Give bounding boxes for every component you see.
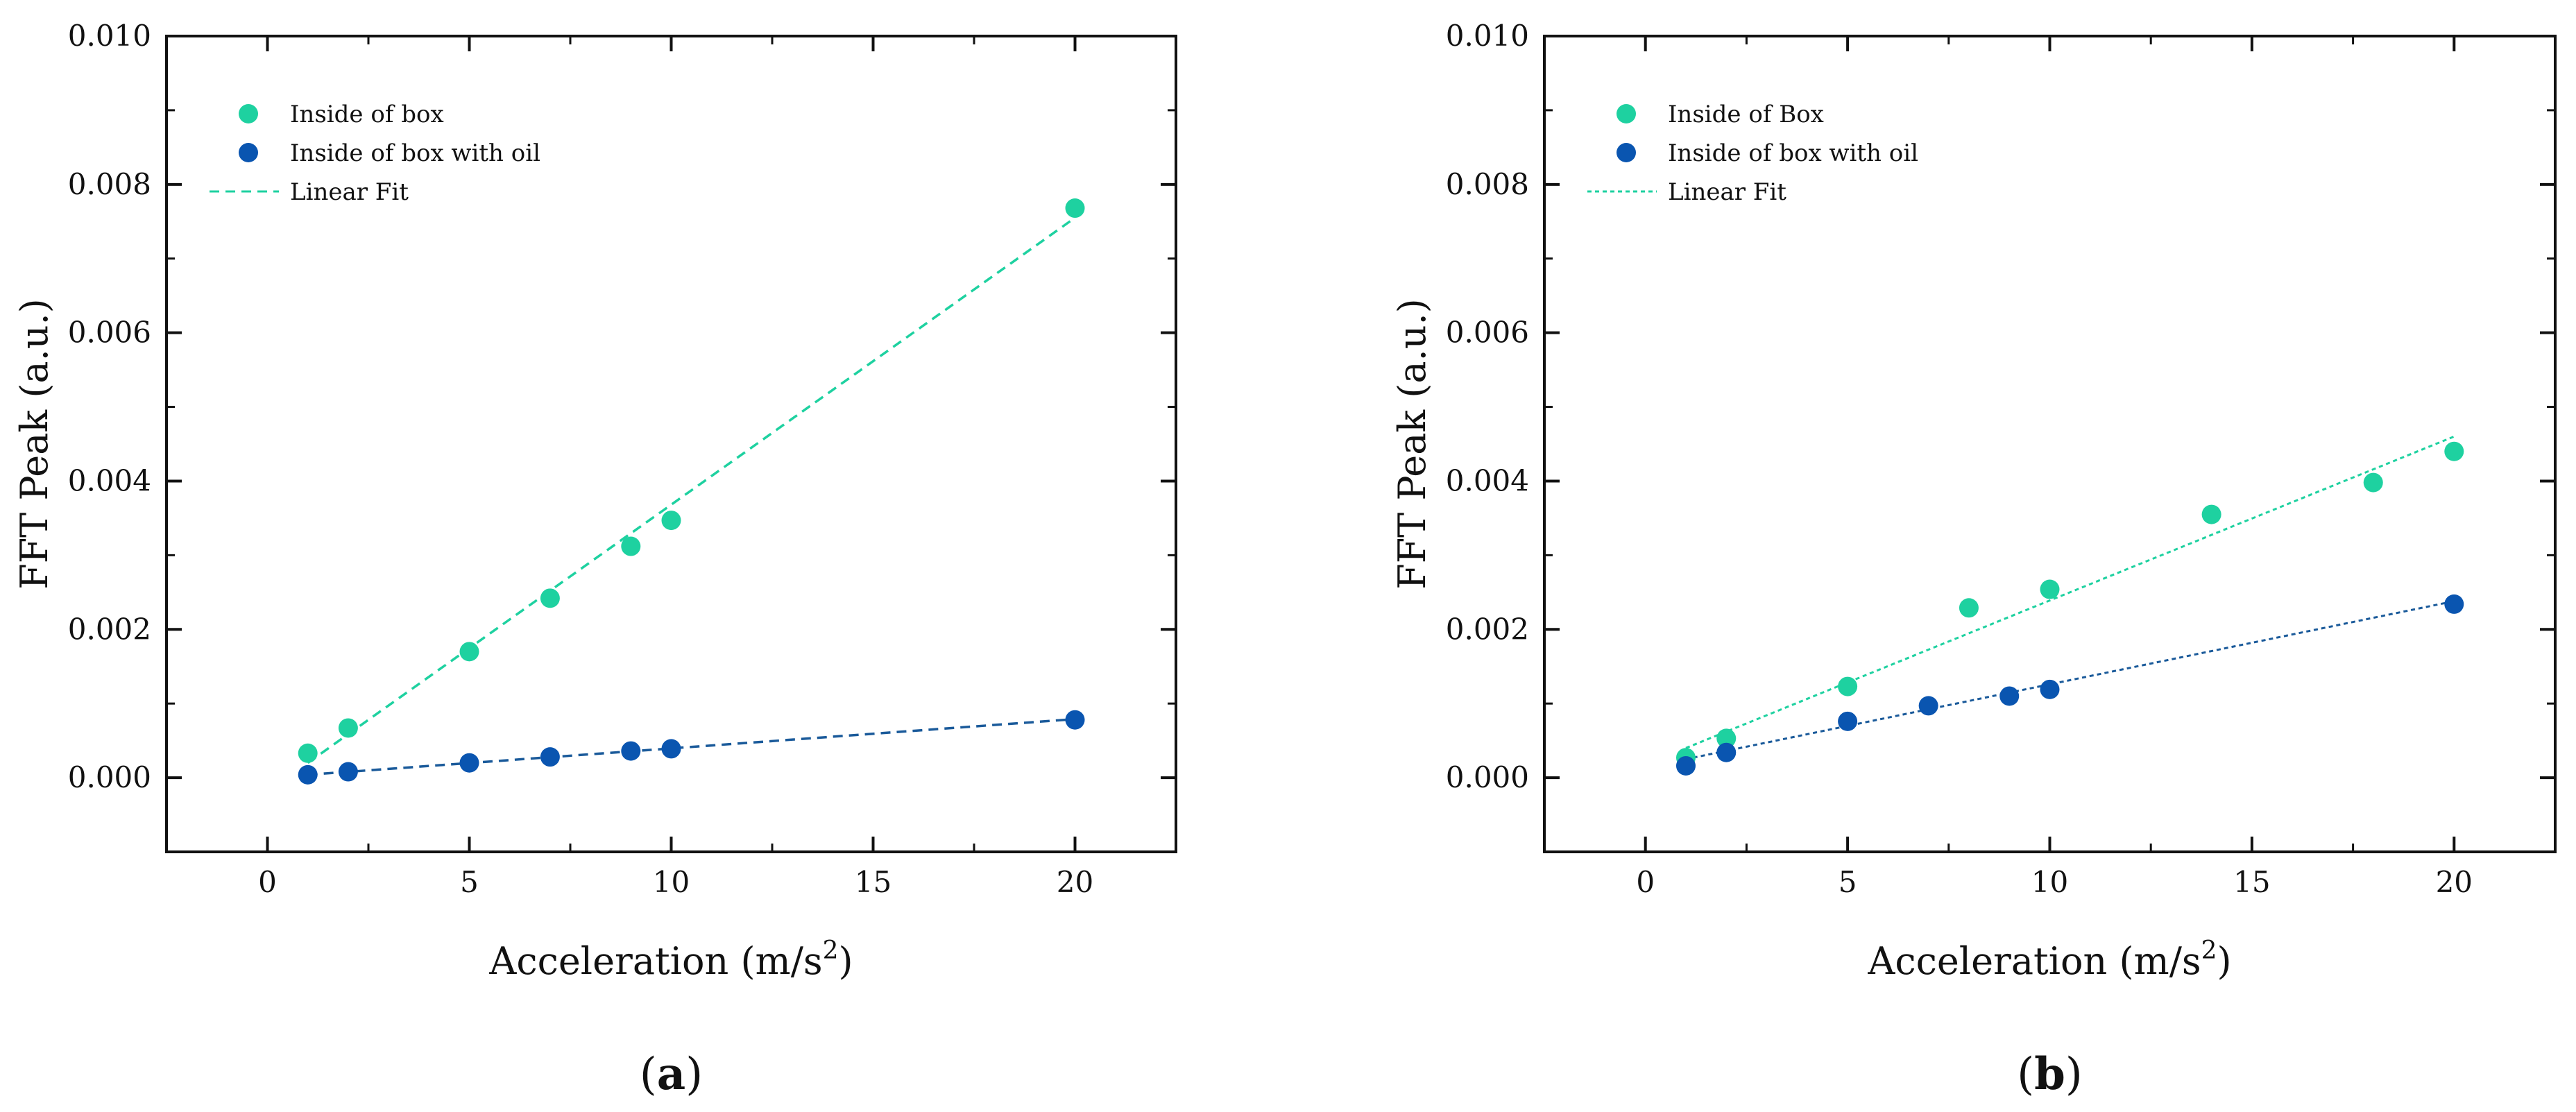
legend-marker-series-0 xyxy=(1617,104,1636,123)
data-point-series-1 xyxy=(1716,742,1737,762)
data-point-series-0 xyxy=(2201,504,2221,524)
data-point-series-1 xyxy=(1999,686,2020,706)
y-axis-title: FFT Peak (a.u.) xyxy=(1390,298,1434,590)
y-tick-label: 0.006 xyxy=(1446,316,1529,350)
legend-marker-series-0 xyxy=(239,104,258,123)
data-point-series-0 xyxy=(621,536,641,556)
legend-label: Linear Fit xyxy=(290,178,409,206)
x-tick-label: 5 xyxy=(460,865,479,899)
panel-label-close: ) xyxy=(2065,1049,2083,1100)
chart-panel-b: 0 5 10 15 20 0.000 0.002 0.004 0.006 0.008 0.010 FF… xyxy=(1390,19,2557,1100)
data-point-series-0 xyxy=(338,718,358,738)
data-point-series-0 xyxy=(2444,441,2464,461)
x-tick-label: 5 xyxy=(1839,865,1857,899)
panel-label-letter: b xyxy=(2034,1048,2065,1100)
x-tick-label: 20 xyxy=(2436,865,2473,899)
panel-label: (b) xyxy=(2017,1048,2083,1100)
data-point-series-0 xyxy=(540,588,560,608)
y-tick-label: 0.002 xyxy=(1446,612,1529,646)
data-point-series-1 xyxy=(1838,711,1858,731)
legend-label: Linear Fit xyxy=(1668,178,1786,206)
data-point-series-1 xyxy=(298,764,318,785)
x-axis-title-sup: 2 xyxy=(2201,936,2217,965)
fit-line-0 xyxy=(307,216,1076,764)
x-tick-label: 20 xyxy=(1057,865,1093,899)
x-axis-title: Acceleration (m/s2) xyxy=(1867,936,2231,983)
legend-label: Inside of box xyxy=(290,101,444,128)
data-point-series-0 xyxy=(1716,728,1737,749)
x-tick-label: 15 xyxy=(855,865,892,899)
data-point-series-1 xyxy=(2444,594,2464,614)
y-tick-label: 0.004 xyxy=(68,463,151,497)
panel-label-letter: a xyxy=(657,1048,685,1100)
fit-line-1 xyxy=(1685,600,2455,760)
x-tick-label: 0 xyxy=(258,865,277,899)
panel-label: (a) xyxy=(640,1048,703,1100)
data-point-series-1 xyxy=(661,739,681,759)
legend-label: Inside of box with oil xyxy=(290,139,540,167)
y-tick-label: 0.008 xyxy=(68,167,151,201)
data-point-series-0 xyxy=(1065,198,1085,219)
data-point-series-1 xyxy=(459,753,479,773)
panel-label-close: ) xyxy=(685,1049,703,1100)
data-point-series-0 xyxy=(661,511,681,531)
x-axis-title-sup: 2 xyxy=(823,936,839,965)
x-axis-title-main: Acceleration (m/s xyxy=(1867,939,2201,983)
x-axis-title-end: ) xyxy=(2217,939,2232,983)
data-point-series-0 xyxy=(459,642,479,662)
data-point-series-1 xyxy=(1675,755,1696,776)
panel-label-open: ( xyxy=(2017,1049,2034,1100)
x-tick-label: 10 xyxy=(2031,865,2068,899)
y-tick-label: 0.006 xyxy=(68,316,151,350)
panel-label-open: ( xyxy=(640,1049,657,1100)
data-point-series-1 xyxy=(1065,710,1085,730)
data-point-series-1 xyxy=(338,762,358,782)
fit-line-1 xyxy=(307,717,1075,776)
data-point-series-0 xyxy=(2040,579,2060,599)
y-tick-label: 0.010 xyxy=(68,19,151,53)
data-point-series-1 xyxy=(1918,696,1938,716)
legend-marker-series-1 xyxy=(1617,143,1636,162)
x-axis-title-main: Acceleration (m/s xyxy=(488,939,822,983)
legend-label: Inside of Box xyxy=(1668,101,1824,128)
data-point-series-1 xyxy=(2040,679,2060,699)
y-tick-label: 0.002 xyxy=(68,612,151,646)
x-axis-title: Acceleration (m/s2) xyxy=(488,936,853,983)
data-point-series-0 xyxy=(298,743,318,763)
x-tick-label: 10 xyxy=(653,865,690,899)
x-tick-label: 0 xyxy=(1636,865,1655,899)
chart-panel-a: 0 5 10 15 20 0.000 0.002 0.004 0.006 0.008 0.010 FF… xyxy=(12,19,1177,1100)
legend-label: Inside of box with oil xyxy=(1668,139,1918,167)
data-point-series-0 xyxy=(1838,676,1858,696)
fit-line-0 xyxy=(1685,435,2455,749)
y-tick-label: 0.010 xyxy=(1446,19,1529,53)
data-point-series-0 xyxy=(2363,472,2383,493)
y-tick-label: 0.008 xyxy=(1446,167,1529,201)
y-tick-label: 0.000 xyxy=(1446,760,1529,794)
y-tick-label: 0.004 xyxy=(1446,463,1529,497)
data-point-series-1 xyxy=(621,741,641,761)
data-point-series-0 xyxy=(1959,598,1979,618)
x-tick-label: 15 xyxy=(2233,865,2270,899)
legend-marker-series-1 xyxy=(239,143,258,162)
x-axis-title-end: ) xyxy=(839,939,853,983)
y-tick-label: 0.000 xyxy=(68,760,151,794)
y-axis-title: FFT Peak (a.u.) xyxy=(12,298,56,590)
data-point-series-1 xyxy=(540,747,560,767)
